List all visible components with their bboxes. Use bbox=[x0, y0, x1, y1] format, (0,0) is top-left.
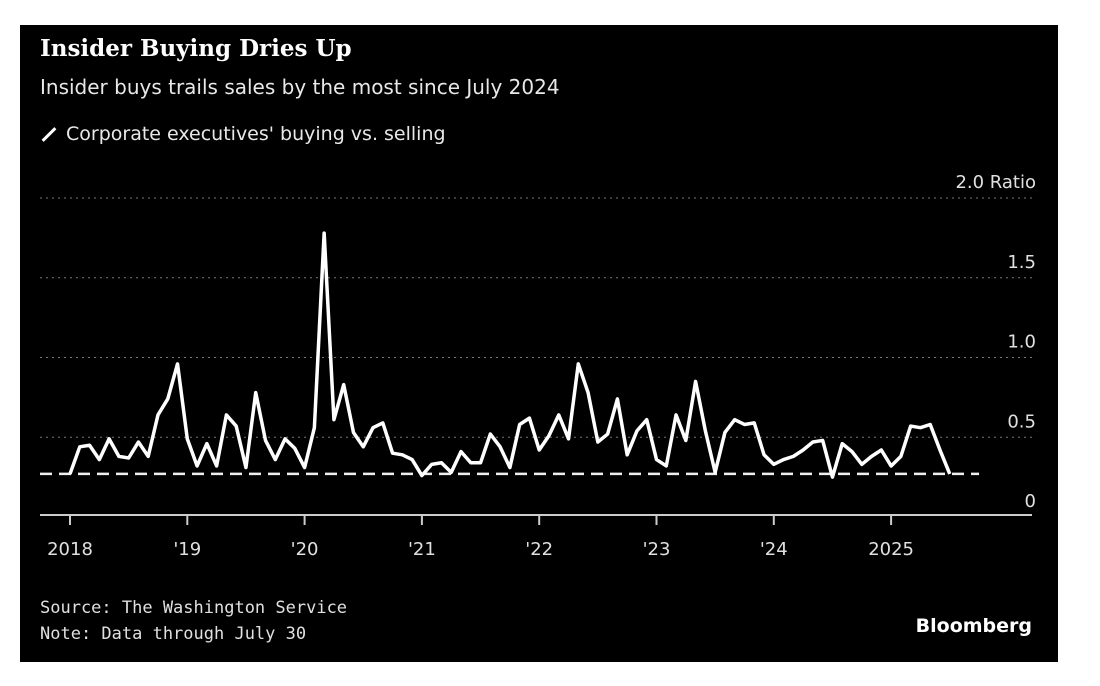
legend-label: Corporate executives' buying vs. selling bbox=[66, 123, 446, 145]
note-text: Note: Data through July 30 bbox=[40, 624, 307, 644]
legend: Corporate executives' buying vs. selling bbox=[40, 123, 446, 145]
y-tick-label: 0.5 bbox=[1007, 411, 1036, 432]
series-line bbox=[68, 231, 952, 479]
source-text: Source: The Washington Service bbox=[40, 598, 348, 618]
y-tick-label: 0 bbox=[1025, 491, 1036, 512]
y-tick-label: 1.0 bbox=[1007, 332, 1036, 353]
chart-title: Insider Buying Dries Up bbox=[40, 35, 352, 62]
x-tick-label: '24 bbox=[760, 539, 788, 560]
x-tick-label: 2025 bbox=[868, 539, 914, 560]
source-note: Source: The Washington Service Note: Dat… bbox=[40, 595, 347, 647]
x-tick-label: '22 bbox=[525, 539, 553, 560]
y-tick-label: 2.0 Ratio bbox=[955, 172, 1036, 193]
bloomberg-logo: Bloomberg bbox=[915, 615, 1032, 637]
x-tick-label: '19 bbox=[173, 539, 201, 560]
plot-area: 2.0 Ratio 1.5 1.0 0.5 0 2018 '19 '20 '21 '22 '23 '2… bbox=[40, 172, 1036, 560]
x-tick-label: 2018 bbox=[47, 539, 93, 560]
x-tick-label: '20 bbox=[291, 539, 319, 560]
y-tick-label: 1.5 bbox=[1007, 252, 1036, 273]
x-tick-label: '23 bbox=[643, 539, 671, 560]
chart-subtitle: Insider buys trails sales by the most si… bbox=[40, 75, 560, 99]
x-tick-label: '21 bbox=[408, 539, 436, 560]
chart-card: Insider Buying Dries Up Insider buys tra… bbox=[20, 25, 1058, 662]
